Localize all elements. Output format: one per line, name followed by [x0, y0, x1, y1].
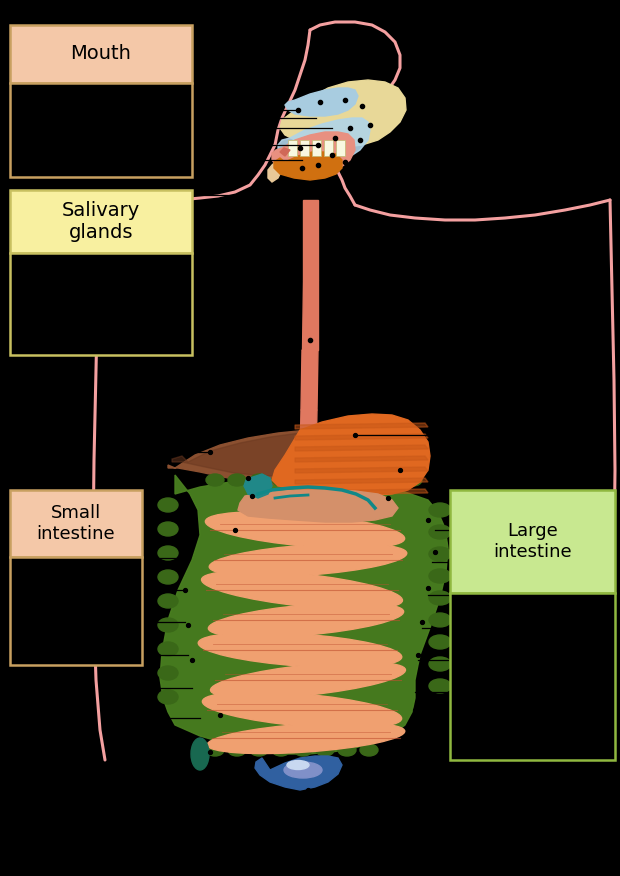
Ellipse shape — [228, 744, 246, 756]
Polygon shape — [285, 88, 358, 116]
Bar — [10, 25, 192, 82]
Polygon shape — [274, 152, 342, 180]
Bar — [324, 140, 333, 156]
Bar — [10, 82, 192, 177]
Ellipse shape — [360, 744, 378, 756]
Ellipse shape — [205, 512, 405, 548]
Ellipse shape — [360, 474, 378, 486]
Ellipse shape — [191, 738, 209, 770]
Bar — [312, 140, 321, 156]
Polygon shape — [301, 350, 318, 410]
Text: Large
intestine: Large intestine — [493, 522, 572, 561]
Ellipse shape — [287, 760, 309, 769]
Polygon shape — [268, 160, 284, 182]
Bar — [10, 490, 142, 556]
Ellipse shape — [250, 474, 268, 486]
Ellipse shape — [429, 591, 451, 605]
Ellipse shape — [294, 474, 312, 486]
Polygon shape — [295, 445, 428, 451]
Bar — [300, 140, 309, 156]
Polygon shape — [295, 423, 428, 429]
Polygon shape — [300, 410, 317, 460]
Ellipse shape — [316, 744, 334, 756]
Ellipse shape — [429, 635, 451, 649]
Ellipse shape — [158, 570, 178, 584]
Ellipse shape — [158, 690, 178, 704]
Ellipse shape — [158, 522, 178, 536]
Ellipse shape — [158, 666, 178, 680]
Text: Mouth: Mouth — [71, 45, 131, 63]
Ellipse shape — [158, 546, 178, 560]
Ellipse shape — [208, 603, 404, 637]
Polygon shape — [280, 80, 406, 147]
Ellipse shape — [404, 474, 422, 486]
Ellipse shape — [284, 762, 322, 778]
Ellipse shape — [338, 744, 356, 756]
Polygon shape — [238, 490, 398, 522]
Polygon shape — [255, 756, 342, 790]
Ellipse shape — [429, 525, 451, 539]
Polygon shape — [244, 474, 272, 498]
Ellipse shape — [250, 744, 268, 756]
Ellipse shape — [429, 679, 451, 693]
Polygon shape — [280, 148, 290, 156]
Ellipse shape — [158, 594, 178, 608]
Polygon shape — [160, 475, 448, 754]
Polygon shape — [18, 298, 95, 338]
Bar — [288, 140, 297, 156]
Ellipse shape — [228, 474, 246, 486]
Ellipse shape — [272, 474, 290, 486]
Bar — [450, 490, 615, 592]
Ellipse shape — [382, 474, 400, 486]
Ellipse shape — [429, 503, 451, 517]
Ellipse shape — [206, 744, 224, 756]
Ellipse shape — [202, 692, 402, 728]
Ellipse shape — [316, 474, 334, 486]
Ellipse shape — [429, 613, 451, 627]
Bar — [10, 190, 192, 252]
Bar — [10, 252, 192, 355]
Ellipse shape — [207, 723, 405, 753]
Text: Small
intestine: Small intestine — [37, 504, 115, 542]
Ellipse shape — [429, 569, 451, 583]
Ellipse shape — [338, 474, 356, 486]
Polygon shape — [295, 467, 428, 473]
Polygon shape — [272, 414, 430, 495]
Ellipse shape — [158, 618, 178, 632]
Ellipse shape — [429, 657, 451, 671]
Polygon shape — [168, 430, 372, 485]
Polygon shape — [278, 118, 370, 164]
Polygon shape — [172, 432, 368, 476]
Ellipse shape — [429, 547, 451, 561]
Ellipse shape — [158, 642, 178, 656]
Ellipse shape — [158, 498, 178, 512]
Polygon shape — [295, 456, 428, 462]
Bar — [10, 556, 142, 665]
Ellipse shape — [202, 571, 402, 609]
Bar — [450, 592, 615, 760]
Ellipse shape — [198, 632, 402, 668]
Polygon shape — [272, 132, 355, 175]
Ellipse shape — [209, 543, 407, 576]
Ellipse shape — [294, 744, 312, 756]
Ellipse shape — [272, 744, 290, 756]
Polygon shape — [295, 434, 428, 440]
Polygon shape — [295, 478, 428, 484]
Text: Salivary
glands: Salivary glands — [62, 201, 140, 242]
Bar — [336, 140, 345, 156]
Polygon shape — [302, 280, 318, 350]
Ellipse shape — [211, 662, 405, 698]
Polygon shape — [303, 200, 318, 280]
Ellipse shape — [206, 474, 224, 486]
Polygon shape — [295, 489, 428, 495]
